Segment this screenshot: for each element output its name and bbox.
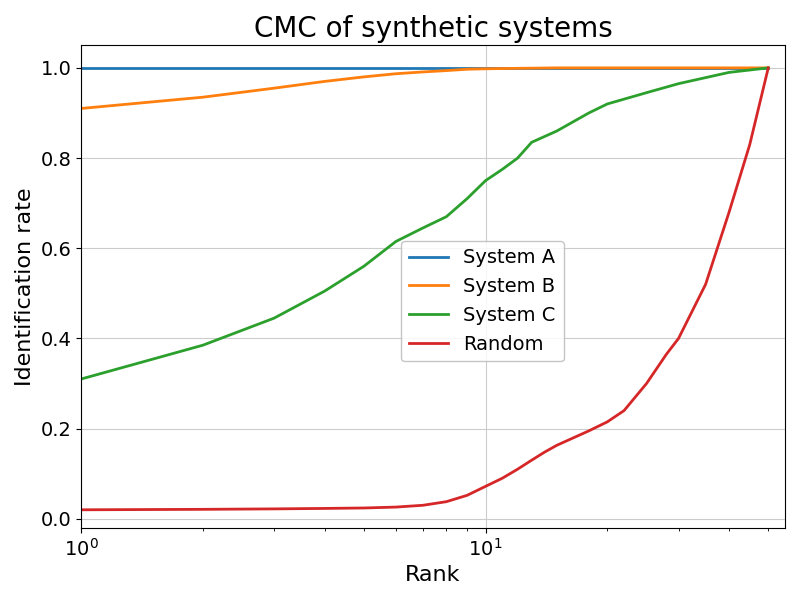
System B (763, 64, 773, 71)
System C (763, 64, 773, 71)
System C (359, 263, 369, 270)
Random (76, 506, 86, 514)
System B (674, 64, 683, 71)
Random (391, 503, 401, 511)
Random (418, 502, 428, 509)
System C (602, 100, 612, 107)
System C (527, 139, 537, 146)
System C (270, 314, 279, 322)
Random (359, 505, 369, 512)
Random (602, 418, 612, 425)
System B (462, 65, 472, 73)
System C (674, 80, 683, 87)
System C (724, 69, 734, 76)
Legend: System A, System B, System C, Random: System A, System B, System C, Random (401, 241, 563, 361)
System A (418, 64, 428, 71)
Random (552, 442, 562, 449)
Random (320, 505, 330, 512)
System C (442, 213, 451, 220)
Line: System B: System B (81, 68, 768, 109)
Line: Random: Random (81, 68, 768, 510)
System A (462, 64, 472, 71)
System A (442, 64, 451, 71)
System A (198, 64, 208, 71)
System A (602, 64, 612, 71)
System A (674, 64, 683, 71)
Random (619, 407, 629, 414)
System A (763, 64, 773, 71)
Random (540, 448, 550, 455)
System A (391, 64, 401, 71)
System B (359, 73, 369, 80)
Random (662, 350, 671, 358)
System A (481, 64, 490, 71)
System C (498, 166, 507, 173)
Random (724, 209, 734, 216)
System A (552, 64, 562, 71)
System C (462, 195, 472, 202)
Line: System C: System C (81, 68, 768, 379)
System B (198, 94, 208, 101)
System B (76, 105, 86, 112)
Random (498, 475, 507, 482)
System A (76, 64, 86, 71)
Y-axis label: Identification rate: Identification rate (15, 187, 35, 386)
System C (418, 224, 428, 232)
System C (391, 238, 401, 245)
System A (359, 64, 369, 71)
Random (642, 380, 651, 387)
System C (76, 376, 86, 383)
Random (527, 457, 537, 464)
System C (481, 177, 490, 184)
Random (584, 427, 594, 434)
System B (320, 78, 330, 85)
X-axis label: Rank: Rank (406, 565, 461, 585)
System B (418, 68, 428, 76)
Random (701, 281, 710, 288)
System C (552, 127, 562, 134)
Random (763, 64, 773, 71)
System C (198, 341, 208, 349)
Random (745, 141, 754, 148)
System A (270, 64, 279, 71)
System C (513, 154, 522, 161)
System C (584, 109, 594, 116)
Random (674, 335, 683, 342)
Random (270, 505, 279, 512)
System B (442, 67, 451, 74)
System C (320, 287, 330, 295)
Random (513, 466, 522, 473)
Title: CMC of synthetic systems: CMC of synthetic systems (254, 15, 613, 43)
System B (391, 70, 401, 77)
Random (198, 506, 208, 513)
System B (270, 85, 279, 92)
Random (462, 492, 472, 499)
Random (481, 483, 490, 490)
System B (552, 64, 562, 71)
System C (642, 89, 651, 96)
Random (442, 498, 451, 505)
System B (513, 65, 522, 72)
System B (602, 64, 612, 71)
System B (481, 65, 490, 73)
System A (320, 64, 330, 71)
